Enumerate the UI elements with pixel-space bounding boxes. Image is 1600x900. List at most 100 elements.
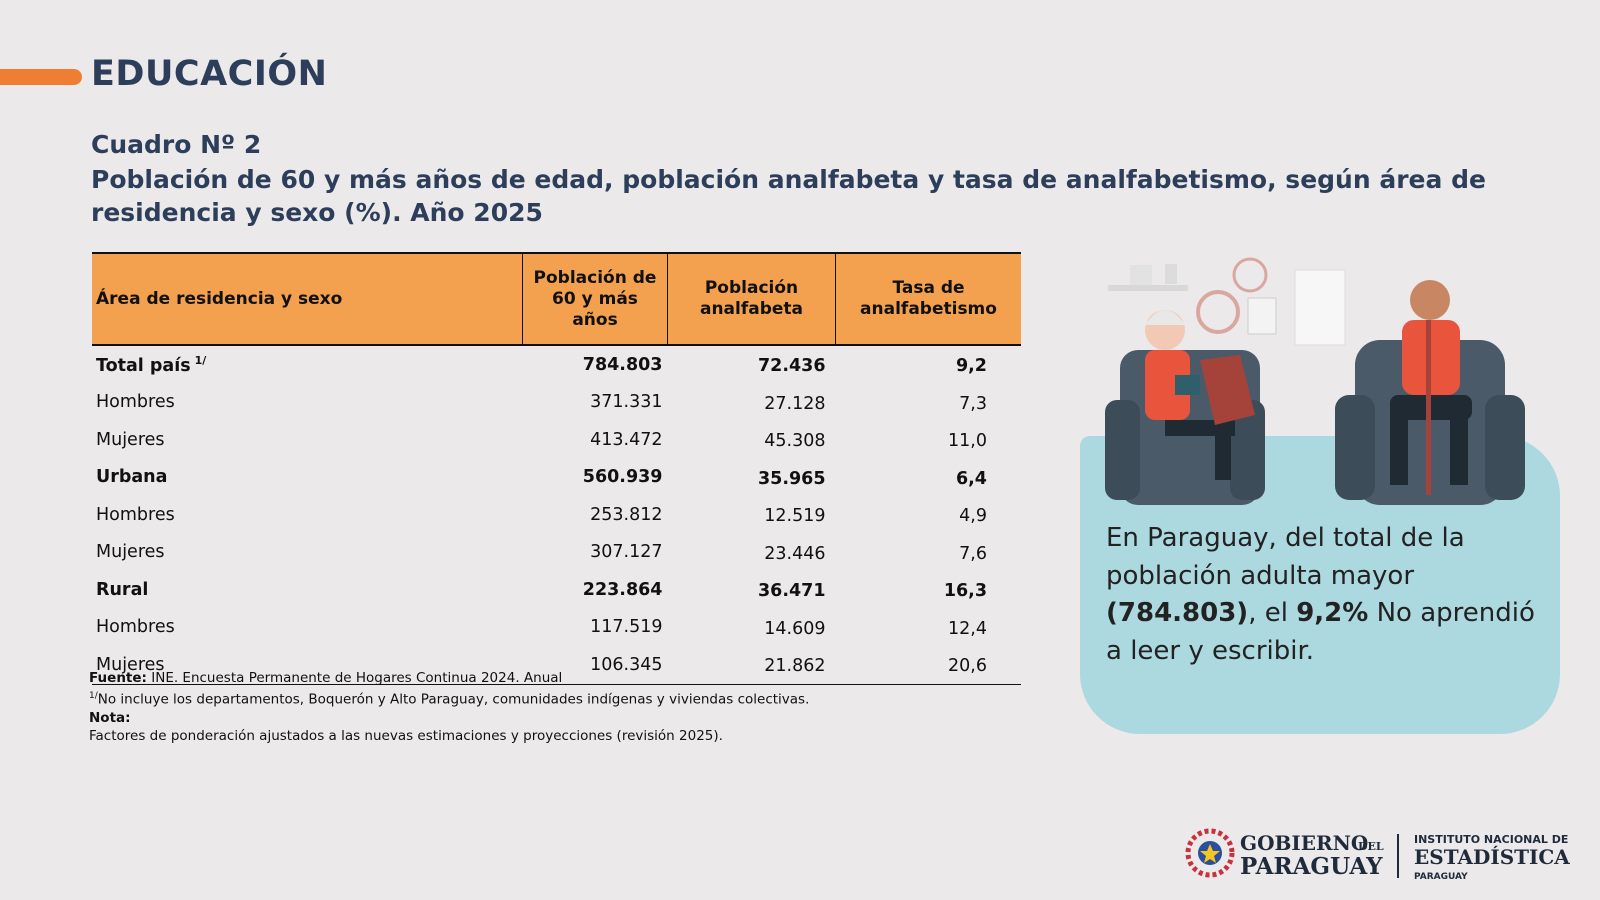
cell-text: Total país — [96, 355, 191, 376]
cell-text: 21.862 — [764, 656, 826, 677]
cell-text: 36.471 — [757, 581, 826, 602]
logo: GOBIERNO DEL PARAGUAY INSTITUTO NACIONAL… — [1185, 828, 1570, 882]
notes: Fuente: INE. Encuesta Permanente de Hoga… — [89, 669, 809, 745]
table-cell: 23.446 — [668, 534, 836, 572]
cell-text: 223.864 — [582, 579, 663, 600]
header-row: Área de residencia y sexo Población de 60… — [92, 252, 1021, 346]
callout-text: En Paraguay, del total de la población a… — [1106, 520, 1546, 670]
source: Fuente: INE. Encuesta Permanente de Hoga… — [89, 669, 809, 687]
header-cell: Área de residencia y sexo — [92, 252, 523, 346]
note: Nota: — [89, 709, 809, 727]
table-cell: 6,4 — [836, 459, 1022, 497]
table-row: Mujeres 106.345 21.862 20,6 — [92, 646, 1021, 685]
table-cell: 14.609 — [668, 609, 836, 647]
table-cell: 11,0 — [836, 421, 1022, 459]
cell-text: Mujeres — [96, 654, 165, 675]
source-label: Fuente: — [89, 670, 147, 686]
header-cell: Tasa de analfabetismo — [835, 252, 1021, 346]
table-cell: 560.939 — [523, 459, 668, 497]
cell-text: Mujeres — [96, 542, 165, 563]
note-label: Nota: — [89, 709, 131, 726]
cell-text: 20,6 — [948, 656, 987, 677]
table-cell: 7,6 — [836, 534, 1022, 572]
cell-text: 35.965 — [757, 468, 826, 489]
table-row: Hombres 371.331 27.128 7,3 — [92, 384, 1021, 422]
header-cell: Población de 60 y más años — [522, 252, 668, 346]
footnote: 1/No incluye los departamentos, Boquerón… — [89, 687, 809, 709]
table-row: Hombres 253.812 12.519 4,9 — [92, 496, 1021, 534]
footnote-mark: 1/ — [89, 691, 98, 701]
table-cell: 16,3 — [836, 571, 1022, 609]
table-cell: 9,2 — [836, 345, 1022, 384]
cell-text: 7,3 — [959, 393, 987, 414]
table-cell: Hombres — [92, 609, 523, 647]
table-cell: 4,9 — [836, 496, 1022, 534]
table-cell: 106.345 — [522, 646, 668, 685]
cell-text: 72.436 — [757, 356, 826, 377]
table-row: Hombres 117.519 14.609 12,4 — [92, 609, 1021, 647]
cell-text: 7,6 — [959, 543, 987, 564]
cell-text: 45.308 — [764, 431, 826, 452]
table-cell: Rural — [92, 571, 523, 609]
table-cell: Hombres — [92, 496, 523, 534]
gov-top: GOBIERNO — [1240, 831, 1368, 855]
footnote-text: No incluye los departamentos, Boquerón y… — [97, 691, 810, 708]
table-row: Rural 223.864 36.471 16,3 — [92, 571, 1021, 609]
table-cell: Mujeres — [92, 534, 523, 572]
section-title: EDUCACIÓN — [91, 54, 328, 94]
header-cell: Población analfabeta — [667, 252, 836, 346]
table-cell: 253.812 — [523, 496, 668, 534]
table-cell: 307.127 — [523, 534, 668, 572]
note-mark: 1/ — [194, 353, 207, 367]
callout-segment: En Paraguay, del total de la población a… — [1106, 523, 1465, 591]
callout-segment: (784.803) — [1106, 598, 1249, 628]
table-cell: 7,3 — [836, 384, 1022, 422]
cell-text: 11,0 — [948, 431, 987, 452]
ine-top: INSTITUTO NACIONAL DE — [1414, 833, 1568, 846]
table-row: Total país 1/784.803 72.436 9,2 — [92, 345, 1021, 384]
table-cell: Hombres — [92, 384, 523, 422]
callout-segment: , el — [1248, 598, 1288, 628]
callout-segment: 9,2% — [1296, 598, 1369, 628]
table-cell: 371.331 — [523, 384, 668, 422]
cell-text: Mujeres — [96, 429, 165, 450]
cell-text: 27.128 — [764, 393, 826, 414]
table-cell: 27.128 — [668, 384, 836, 422]
cell-text: 4,9 — [959, 506, 987, 527]
table-cell: Mujeres — [92, 646, 523, 685]
accent-bar — [0, 69, 82, 85]
cell-text: 12,4 — [948, 618, 987, 639]
cell-text: 6,4 — [955, 468, 987, 489]
table-title: Población de 60 y más años de edad, pobl… — [91, 165, 1486, 227]
table-cell: 72.436 — [668, 345, 836, 384]
gov-del: DEL — [1358, 840, 1384, 853]
table-cell: 21.862 — [667, 646, 836, 685]
table-label: Cuadro Nº 2 — [91, 130, 262, 159]
table-head: Área de residencia y sexo Población de 60… — [92, 252, 1021, 346]
note-text: Factores de ponderación ajustados a las … — [89, 727, 723, 744]
table-cell: 117.519 — [523, 609, 668, 647]
callout-segment: No aprendió a leer y escribir. — [1106, 598, 1535, 666]
cell-text: 560.939 — [582, 467, 663, 488]
table-cell: 20,6 — [835, 646, 1021, 685]
cell-text: 117.519 — [590, 617, 663, 638]
table-cell: Urbana — [92, 459, 523, 497]
table-row: Mujeres 413.472 45.308 11,0 — [92, 421, 1021, 459]
table-cell: 12.519 — [668, 496, 836, 534]
cell-text: 9,2 — [955, 356, 987, 377]
cell-text: Urbana — [96, 467, 168, 488]
cell-text: 307.127 — [590, 542, 663, 563]
table-cell: 223.864 — [523, 571, 668, 609]
gov-bottom: PARAGUAY — [1240, 853, 1383, 880]
table-cell: 45.308 — [668, 421, 836, 459]
cell-text: 784.803 — [582, 354, 663, 375]
cell-text: 413.472 — [590, 429, 663, 450]
cell-text: Hombres — [96, 504, 175, 525]
table-row: Urbana 560.939 35.965 6,4 — [92, 459, 1021, 497]
table-cell: Total país 1/ — [92, 345, 523, 384]
cell-text: 12.519 — [764, 506, 826, 527]
cell-text: Hombres — [96, 392, 175, 413]
cell-text: 253.812 — [590, 504, 663, 525]
ine-main: ESTADÍSTICA — [1414, 845, 1570, 869]
